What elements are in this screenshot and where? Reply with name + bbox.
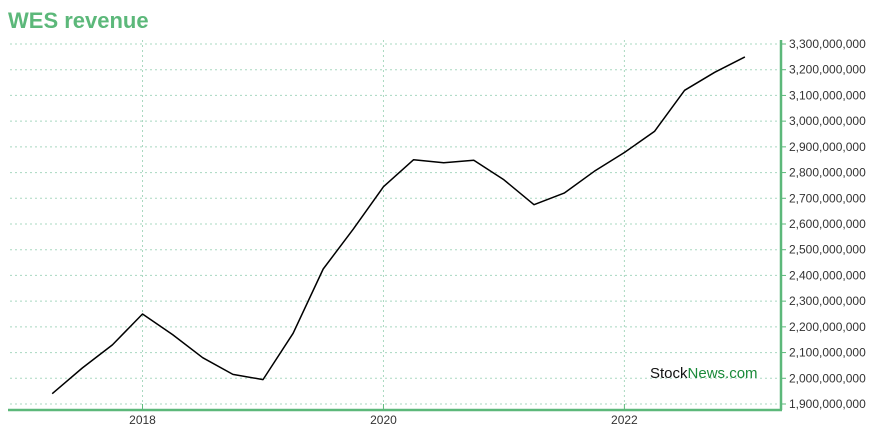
tick-labels: 1,900,000,000 2,000,000,000 2,100,000,000 2…	[129, 37, 866, 427]
x-tick-label: 2020	[370, 413, 397, 427]
y-tick-label: 1,900,000,000	[789, 397, 866, 411]
stocknews-watermark: StockNews.com	[650, 365, 758, 382]
y-tick-label: 2,200,000,000	[789, 320, 866, 334]
y-tick-label: 2,800,000,000	[789, 166, 866, 180]
y-tick-label: 2,900,000,000	[789, 140, 866, 154]
revenue-series-line	[51, 56, 746, 395]
y-tick-label: 2,300,000,000	[789, 294, 866, 308]
y-tick-label: 2,000,000,000	[789, 371, 866, 385]
chart-title: WES revenue	[8, 8, 149, 33]
y-tick-label: 3,000,000,000	[789, 114, 866, 128]
y-tick-label: 3,100,000,000	[789, 88, 866, 102]
watermark-news: News	[687, 365, 726, 382]
chart-axes	[8, 40, 786, 412]
y-tick-label: 3,200,000,000	[789, 63, 866, 77]
y-tick-label: 2,500,000,000	[789, 243, 866, 257]
y-tick-label: 2,400,000,000	[789, 268, 866, 282]
watermark-stock: Stock	[650, 365, 688, 382]
grid-lines	[10, 40, 781, 405]
y-tick-label: 2,700,000,000	[789, 191, 866, 205]
x-tick-label: 2018	[129, 413, 156, 427]
y-tick-label: 3,300,000,000	[789, 37, 866, 51]
series-layer	[51, 56, 746, 395]
x-tick-label: 2022	[611, 413, 638, 427]
y-tick-label: 2,100,000,000	[789, 346, 866, 360]
y-tick-label: 2,600,000,000	[789, 217, 866, 231]
watermark-dotcom: .com	[725, 365, 758, 382]
